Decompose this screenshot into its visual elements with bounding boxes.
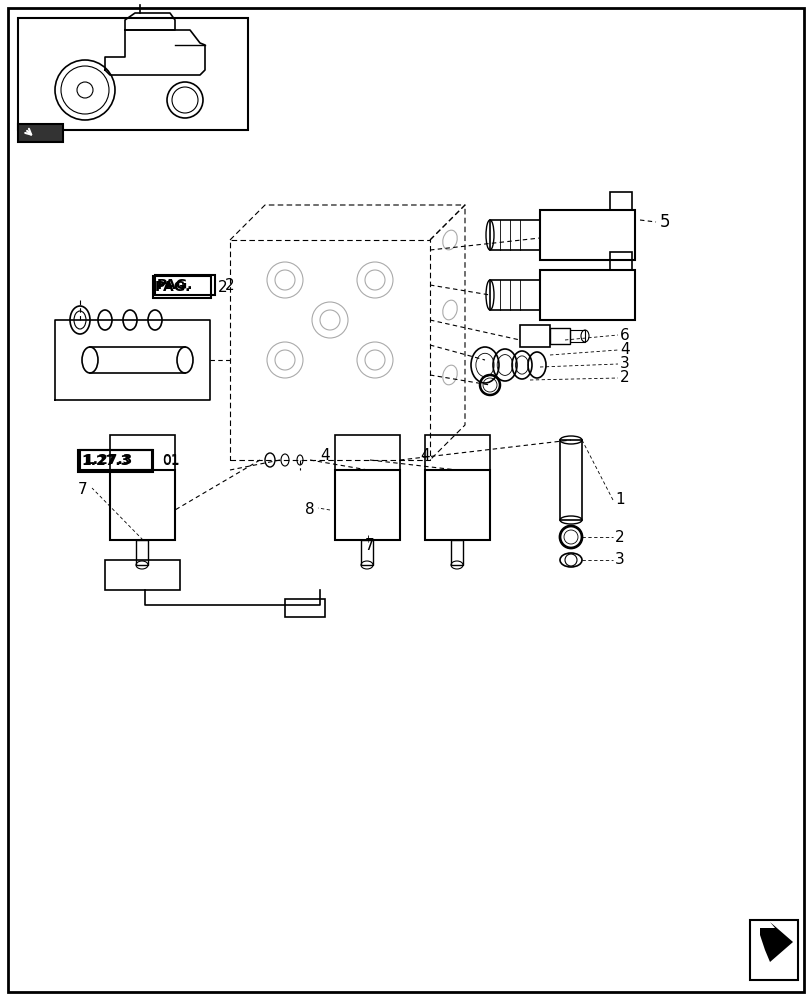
Bar [489, 280, 539, 310]
Bar [135, 540, 148, 565]
Text: 2: 2 [217, 279, 227, 294]
Bar [424, 435, 489, 470]
Text: 6: 6 [620, 328, 629, 342]
Text: 1.27.3: 1.27.3 [81, 454, 130, 468]
Bar [749, 920, 797, 980]
Bar [80, 450, 152, 470]
Bar [450, 540, 462, 565]
Text: 7: 7 [365, 538, 374, 552]
Text: 5: 5 [659, 213, 670, 231]
Text: 01: 01 [162, 453, 179, 467]
Bar [109, 470, 175, 540]
Text: 3: 3 [614, 552, 624, 568]
Bar [424, 470, 489, 540]
Bar [152, 276, 211, 298]
Text: 2: 2 [225, 277, 234, 292]
Bar [285, 599, 324, 617]
Bar [539, 210, 634, 260]
Bar [519, 325, 549, 347]
Polygon shape [759, 922, 792, 962]
Text: 4: 4 [419, 448, 429, 462]
Text: 2: 2 [614, 530, 624, 544]
Bar [539, 270, 634, 320]
Bar [335, 470, 400, 540]
Bar [569, 330, 584, 342]
Text: 4: 4 [320, 448, 329, 462]
Bar [18, 18, 247, 130]
Text: 7: 7 [78, 483, 88, 497]
Bar [609, 252, 631, 270]
Text: 01: 01 [162, 454, 179, 468]
Text: 3: 3 [620, 357, 629, 371]
Bar [609, 192, 631, 210]
Bar [105, 560, 180, 590]
Bar [361, 540, 372, 565]
Bar [78, 450, 152, 472]
Bar [489, 220, 539, 250]
Bar [155, 275, 215, 295]
Text: 1.27.3: 1.27.3 [83, 453, 132, 467]
Text: 4: 4 [620, 342, 629, 358]
Bar [18, 124, 63, 142]
Text: 1: 1 [614, 492, 624, 508]
Bar [549, 328, 569, 344]
Bar [335, 435, 400, 470]
Text: 2: 2 [620, 370, 629, 385]
Text: PAG.: PAG. [157, 278, 193, 292]
Bar [560, 440, 581, 520]
Text: 8: 8 [305, 502, 314, 518]
Bar [109, 435, 175, 470]
Text: PAG.: PAG. [155, 280, 191, 294]
